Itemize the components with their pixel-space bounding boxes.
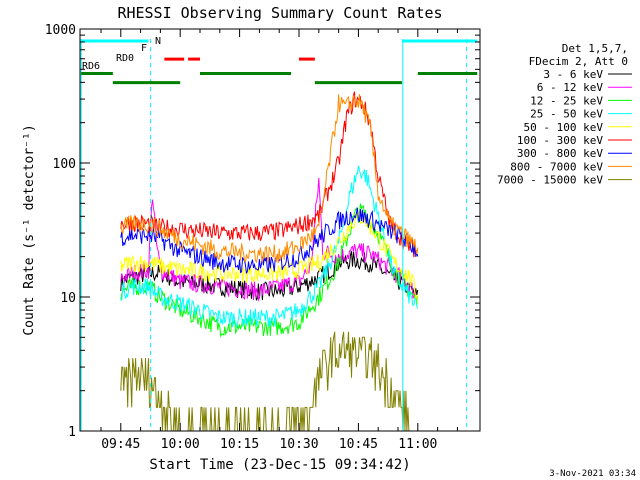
legend-label: 7000 - 15000 keV — [497, 174, 603, 187]
series-line-100-300-kev — [120, 91, 418, 258]
legend-label: 300 - 800 keV — [517, 147, 603, 160]
legend-header-line: FDecim 2, Att 0 — [529, 55, 628, 68]
series-line-50-100-kev — [120, 210, 419, 304]
flag-label-n: N — [155, 36, 161, 47]
y-tick-label: 1 — [68, 425, 76, 440]
y-tick-label: 1000 — [45, 23, 76, 38]
x-tick-label: 09:45 — [101, 437, 140, 452]
x-tick-label: 10:15 — [220, 437, 259, 452]
generation-timestamp: 3-Nov-2021 03:34 — [549, 469, 636, 479]
series-line-300-800-kev — [120, 207, 419, 274]
y-tick-label: 10 — [60, 291, 76, 306]
x-tick-label: 10:00 — [161, 437, 200, 452]
x-tick-label: 10:30 — [279, 437, 318, 452]
legend-label: 6 - 12 keV — [537, 81, 604, 94]
series-line-7000-15000-kev — [120, 331, 410, 431]
legend-label: 3 - 6 keV — [543, 68, 603, 81]
series-line-800-7000-kev — [120, 94, 419, 264]
legend-label: 50 - 100 keV — [524, 121, 604, 134]
chart-title: RHESSI Observing Summary Count Rates — [117, 4, 442, 22]
series-line-3-6-kev — [120, 251, 419, 302]
legend-label: 100 - 300 keV — [517, 134, 603, 147]
x-tick-label: 10:45 — [339, 437, 378, 452]
flag-label-rd6: RD6 — [82, 61, 100, 72]
plot-area: NF RD0 RD6 09:45 10:00 10:15 10:30 10:45 11:00 1 1… — [45, 23, 481, 452]
series-line-25-50-kev — [120, 165, 419, 329]
y-axis-title: Count Rate (s⁻¹ detector⁻¹) — [22, 124, 37, 335]
y-tick-label: 100 — [53, 157, 76, 172]
series-group — [120, 91, 419, 431]
flag-label-f: F — [141, 43, 147, 54]
legend-header-line: Det 1,5,7, — [562, 42, 628, 55]
x-tick-label: 11:00 — [398, 437, 437, 452]
legend-label: 25 - 50 keV — [530, 108, 603, 121]
legend-label: 800 - 7000 keV — [510, 160, 603, 173]
legend-label: 12 - 25 keV — [530, 94, 603, 107]
series-line-6-12-kev — [120, 177, 419, 303]
x-axis-title: Start Time (23-Dec-15 09:34:42) — [149, 457, 410, 473]
flag-label-rd0: RD0 — [116, 53, 134, 64]
plot-frame — [79, 28, 481, 432]
